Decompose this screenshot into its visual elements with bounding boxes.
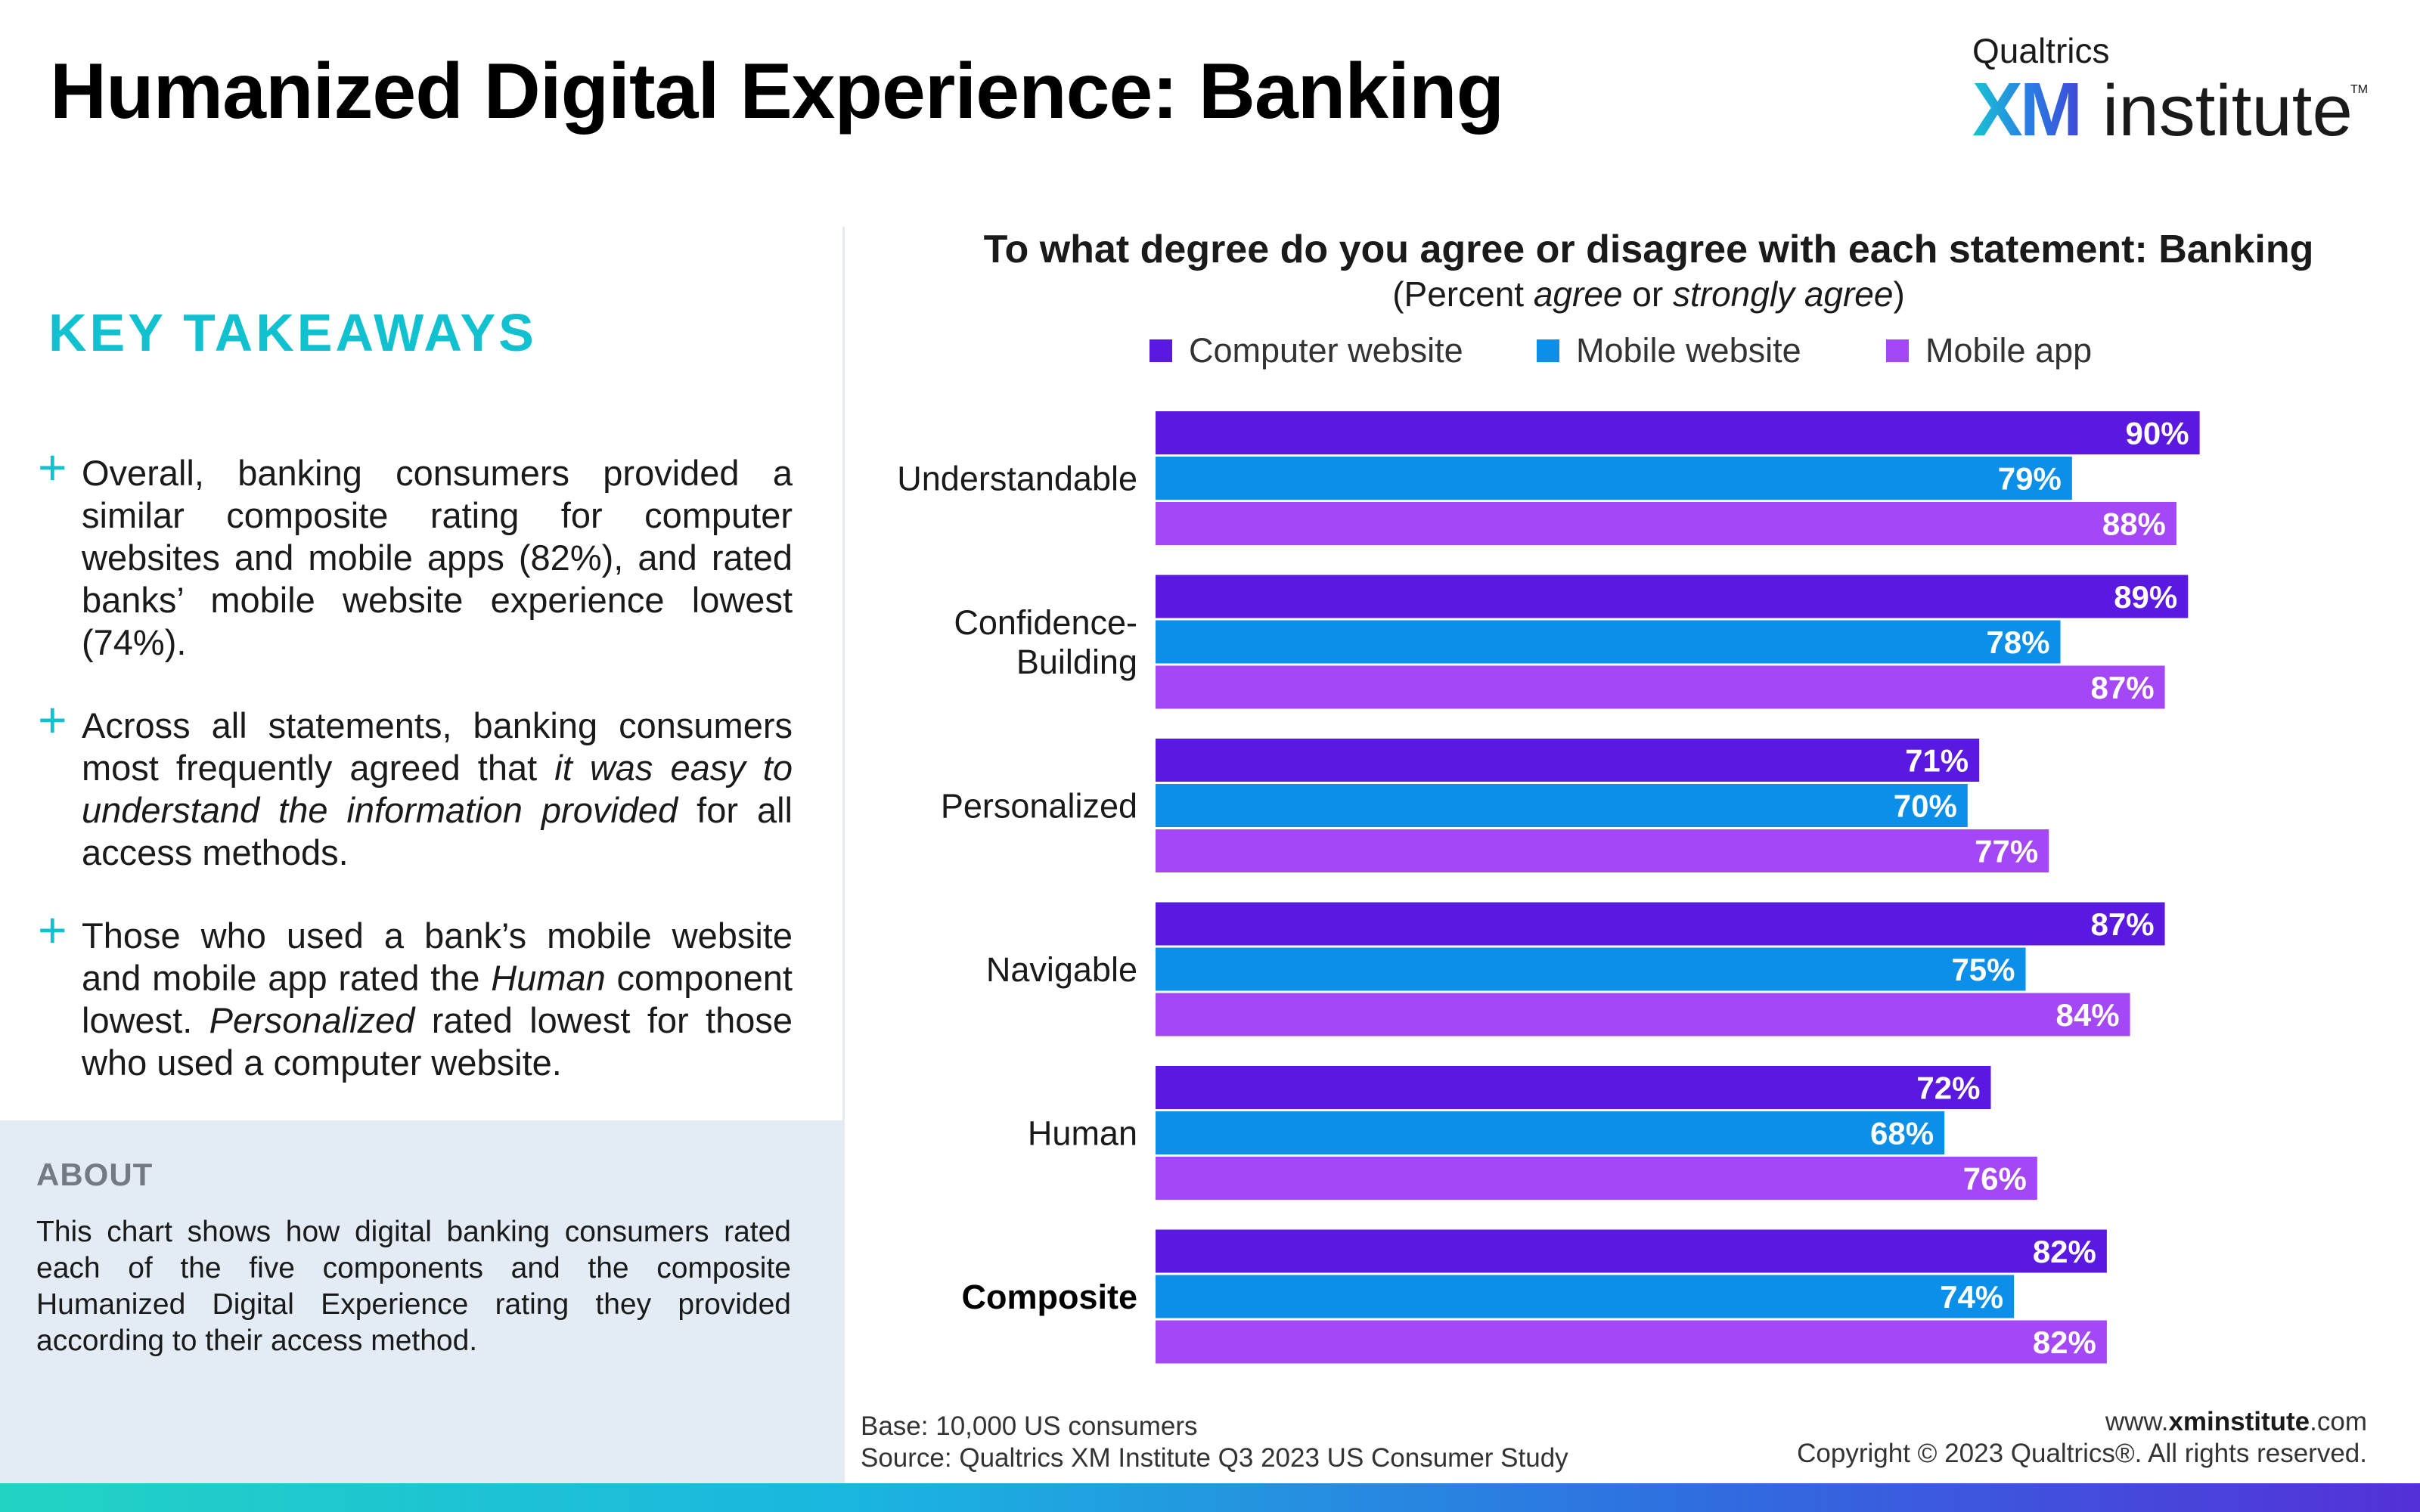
legend-label: Mobile website (1576, 331, 1801, 370)
legend-swatch (1150, 339, 1172, 363)
legend-label: Mobile app (1925, 331, 2093, 370)
logo-mark: XM (1972, 67, 2083, 152)
plus-icon: + (38, 902, 67, 958)
data-label: 72% (1916, 1070, 1980, 1106)
takeaway-emphasis: Human (491, 958, 606, 998)
subtitle-emphasis: strongly agree (1672, 274, 1894, 314)
bar-understandable-mobile-website (1156, 457, 2072, 500)
bar-confidence-building-mobile-website (1156, 620, 2061, 664)
legend-item-mobile-website: Mobile website (1537, 331, 1801, 370)
data-label: 87% (2091, 670, 2155, 705)
copyright-text: Copyright © 2023 Qualtrics®. All rights … (1797, 1439, 2367, 1468)
subtitle-part: (Percent (1392, 274, 1534, 314)
bar-composite-mobile-website (1156, 1275, 2015, 1318)
bar-navigable-computer-website (1156, 902, 2165, 946)
data-label: 82% (2033, 1325, 2096, 1360)
takeaway-text: Those who used a bank’s mobile website a… (82, 916, 793, 998)
data-label: 71% (1905, 743, 1969, 779)
data-label: 78% (1986, 624, 2049, 660)
legend-label: Computer website (1189, 331, 1463, 370)
legend-swatch (1537, 339, 1559, 363)
chart-subtitle: (Percent agree or strongly agree) (908, 274, 2390, 314)
takeaway-item: + Across all statements, banking consume… (38, 695, 793, 874)
logo-word: institute (2102, 70, 2353, 151)
data-label: 77% (1975, 834, 2038, 869)
category-label: Composite (961, 1278, 1137, 1316)
website-link[interactable]: www.xminstitute.com (1797, 1406, 2367, 1438)
bar-understandable-computer-website (1156, 411, 2200, 454)
legend-item-computer-website: Computer website (1150, 331, 1463, 370)
logo-brand: Qualtrics (1972, 31, 2110, 70)
takeaway-item: + Those who used a bank’s mobile website… (38, 905, 793, 1084)
data-label: 82% (2033, 1234, 2096, 1269)
data-label: 75% (1951, 952, 2015, 987)
data-label: 88% (2102, 507, 2166, 542)
subtitle-part: or (1622, 274, 1673, 314)
category-label: Navigable (986, 950, 1137, 989)
takeaway-emphasis: it was easy to understand the informatio… (82, 748, 793, 830)
legend-swatch (1886, 339, 1909, 363)
data-label: 89% (2114, 579, 2177, 615)
data-label: 84% (2055, 997, 2119, 1033)
takeaway-text: rated lowest for those who used a comput… (82, 1000, 793, 1083)
about-heading: ABOUT (36, 1157, 154, 1192)
xm-institute-logo: Qualtrics XM institute TM (1972, 30, 2369, 152)
column-divider (842, 227, 845, 1489)
bar-confidence-building-mobile-app (1156, 665, 2165, 709)
about-text: This chart shows how digital banking con… (36, 1216, 791, 1357)
takeaway-text: Overall, banking consumers provided a si… (82, 453, 793, 662)
category-label: Understandable (897, 460, 1137, 498)
bar-human-computer-website (1156, 1066, 1991, 1109)
bar-personalized-mobile-website (1156, 784, 1968, 827)
bar-human-mobile-website (1156, 1111, 1945, 1154)
source-note: Source: Qualtrics XM Institute Q3 2023 U… (861, 1443, 1568, 1473)
data-label: 76% (1963, 1161, 2027, 1197)
data-label: 68% (1870, 1116, 1934, 1151)
bar-understandable-mobile-app (1156, 502, 2176, 545)
category-label: Personalized (941, 787, 1137, 826)
about-panel: ABOUT This chart shows how digital banki… (0, 1120, 842, 1483)
takeaway-text: component lowest. (82, 958, 793, 1040)
bar-personalized-computer-website (1156, 739, 1980, 782)
bar-navigable-mobile-app (1156, 993, 2130, 1036)
url-prefix: www. (2105, 1407, 2169, 1436)
page-title: Humanized Digital Experience: Banking (50, 48, 1504, 135)
subtitle-emphasis: agree (1533, 274, 1623, 314)
url-suffix: .com (2310, 1407, 2367, 1436)
url-domain: xminstitute (2168, 1407, 2310, 1436)
bar-confidence-building-computer-website (1156, 575, 2189, 618)
data-label: 87% (2091, 906, 2155, 942)
category-label: Human (1028, 1114, 1137, 1153)
category-label: Confidence-Building (954, 603, 1137, 681)
bar-composite-computer-website (1156, 1229, 2107, 1273)
takeaway-item: + Overall, banking consumers provided a … (38, 442, 793, 664)
plus-icon: + (38, 439, 67, 495)
takeaway-emphasis: Personalized (209, 1000, 415, 1040)
copyright-block: www.xminstitute.com Copyright © 2023 Qua… (1797, 1406, 2367, 1470)
takeaway-text: Across all statements, banking consumers… (82, 705, 793, 788)
takeaway-text: for all access methods. (82, 790, 793, 872)
bar-human-mobile-app (1156, 1157, 2037, 1200)
data-label: 74% (1940, 1279, 2003, 1315)
bar-composite-mobile-app (1156, 1320, 2107, 1364)
key-takeaways-heading: KEY TAKEAWAYS (48, 303, 537, 362)
chart-title: To what degree do you agree or disagree … (983, 228, 2314, 271)
subtitle-part: ) (1893, 274, 1905, 314)
base-note: Base: 10,000 US consumers (861, 1411, 1198, 1441)
bar-personalized-mobile-app (1156, 829, 2049, 872)
data-label: 90% (2126, 416, 2189, 451)
takeaways-list: + Overall, banking consumers provided a … (38, 442, 793, 1125)
data-label: 79% (1998, 461, 2062, 497)
gradient-footer-bar (0, 1483, 2420, 1512)
logo-trademark: TM (2350, 83, 2369, 96)
legend-item-mobile-app: Mobile app (1886, 331, 2092, 370)
plus-icon: + (38, 692, 67, 748)
bar-navigable-mobile-website (1156, 947, 2026, 991)
data-label: 70% (1894, 789, 1957, 824)
chart-footnote: Base: 10,000 US consumers Source: Qualtr… (861, 1411, 1568, 1474)
